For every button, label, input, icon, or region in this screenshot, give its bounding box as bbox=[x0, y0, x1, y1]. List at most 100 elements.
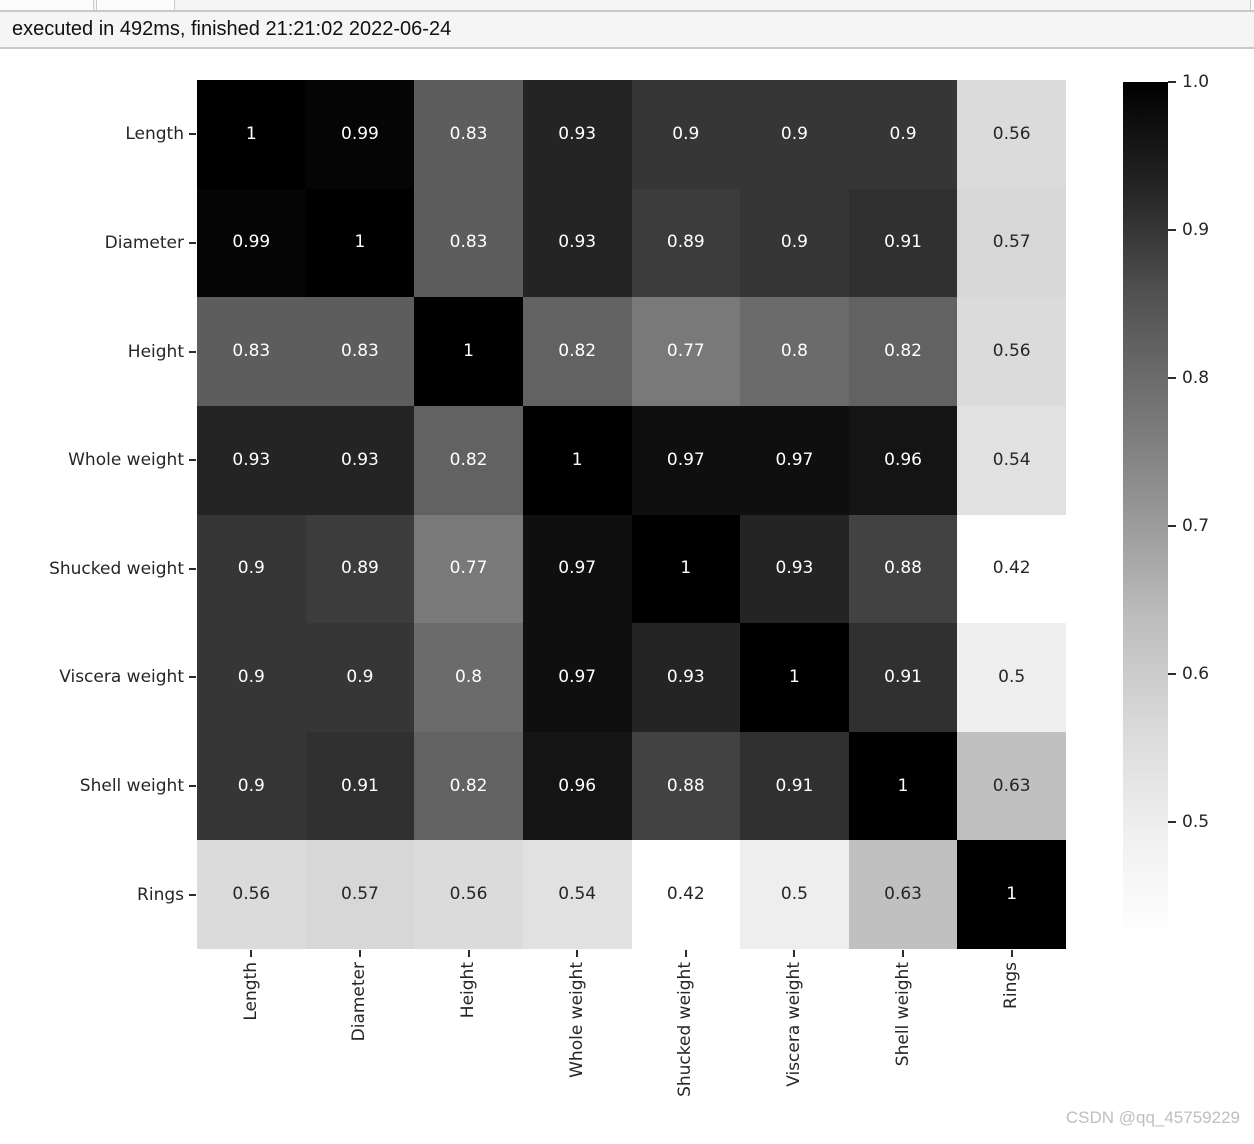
heatmap-cell: 0.96 bbox=[522, 731, 632, 841]
heatmap-cell: 0.91 bbox=[848, 188, 958, 298]
heatmap-cell: 0.9 bbox=[197, 514, 306, 624]
heatmap-cell: 0.97 bbox=[740, 405, 849, 515]
colorbar-tick-label: 0.6 bbox=[1182, 663, 1210, 684]
heatmap-cell: 0.97 bbox=[522, 514, 632, 624]
heatmap-cell: 0.9 bbox=[740, 188, 849, 298]
heatmap-cell: 0.97 bbox=[631, 405, 741, 515]
colorbar-tick-label: 0.7 bbox=[1182, 515, 1210, 536]
colorbar-tick-mark bbox=[1168, 228, 1176, 231]
heatmap-cell: 0.54 bbox=[522, 840, 632, 949]
heatmap-cell: 0.93 bbox=[305, 405, 415, 515]
heatmap-cell: 0.56 bbox=[414, 840, 523, 949]
heatmap-cell: 0.8 bbox=[740, 297, 849, 406]
heatmap-cell: 1 bbox=[414, 297, 523, 406]
x-tick-label: Height bbox=[458, 962, 479, 1019]
y-tick-mark bbox=[189, 567, 196, 570]
heatmap-cell: 0.9 bbox=[197, 623, 306, 732]
heatmap-cell: 0.91 bbox=[740, 731, 849, 841]
correlation-heatmap-figure: 1 0.99 0.83 0.93 0.9 0.9 0.9 0.56 0.99 1 0.83 0.93 0… bbox=[0, 49, 1254, 1109]
heatmap-cell: 0.56 bbox=[957, 80, 1066, 189]
colorbar-tick-label: 0.8 bbox=[1182, 367, 1210, 388]
y-tick-label: Shucked weight bbox=[49, 558, 184, 579]
heatmap-grid: 1 0.99 0.83 0.93 0.9 0.9 0.9 0.56 0.99 1 0.83 0.93 0… bbox=[197, 80, 1066, 949]
heatmap-cell: 0.83 bbox=[414, 188, 523, 298]
heatmap-cell: 1 bbox=[740, 623, 849, 732]
colorbar-tick-label: 0.5 bbox=[1182, 811, 1210, 832]
y-tick-mark bbox=[189, 676, 196, 679]
y-tick-label: Rings bbox=[137, 884, 184, 905]
heatmap-cell: 0.57 bbox=[305, 840, 415, 949]
execution-status-bar: executed in 492ms, finished 21:21:02 202… bbox=[0, 10, 1254, 49]
heatmap-cell: 0.77 bbox=[414, 514, 523, 624]
heatmap-cell: 0.93 bbox=[522, 188, 632, 298]
heatmap-cell: 0.8 bbox=[414, 623, 523, 732]
csdn-watermark: CSDN @qq_45759229 bbox=[1065, 1108, 1240, 1127]
x-tick-mark bbox=[467, 950, 470, 957]
heatmap-cell: 0.54 bbox=[957, 405, 1066, 515]
y-tick-label: Diameter bbox=[104, 232, 184, 253]
y-tick-label: Height bbox=[127, 341, 184, 362]
x-tick-mark bbox=[358, 950, 361, 957]
heatmap-cell: 0.57 bbox=[957, 188, 1066, 298]
heatmap-cell: 0.42 bbox=[631, 840, 741, 949]
x-tick-label: Diameter bbox=[349, 962, 370, 1042]
heatmap-cell: 0.42 bbox=[957, 514, 1066, 624]
heatmap-cell: 1 bbox=[197, 80, 306, 189]
heatmap-cell: 0.63 bbox=[848, 840, 958, 949]
heatmap-cell: 1 bbox=[522, 405, 632, 515]
heatmap-cell: 0.77 bbox=[631, 297, 741, 406]
colorbar-tick-label: 1.0 bbox=[1182, 72, 1210, 92]
x-tick-label: Shucked weight bbox=[675, 962, 696, 1097]
toolbar-fragment-left bbox=[0, 0, 94, 10]
heatmap-cell: 0.96 bbox=[848, 405, 958, 515]
heatmap-cell: 0.56 bbox=[957, 297, 1066, 406]
x-tick-mark bbox=[902, 950, 905, 957]
heatmap-cell: 0.93 bbox=[740, 514, 849, 624]
toolbar-fragment-right bbox=[96, 0, 175, 10]
heatmap-cell: 0.83 bbox=[414, 80, 523, 189]
x-tick-mark bbox=[250, 950, 253, 957]
heatmap-cell: 1 bbox=[631, 514, 741, 624]
x-tick-label: Viscera weight bbox=[783, 962, 804, 1087]
heatmap-cell: 0.99 bbox=[197, 188, 306, 298]
heatmap-cell: 0.99 bbox=[305, 80, 415, 189]
heatmap-cell: 0.88 bbox=[848, 514, 958, 624]
x-tick-mark bbox=[1010, 950, 1013, 957]
heatmap-cell: 0.89 bbox=[631, 188, 741, 298]
heatmap-cell: 0.9 bbox=[848, 80, 958, 189]
heatmap-cell: 0.82 bbox=[522, 297, 632, 406]
heatmap-cell: 0.82 bbox=[414, 405, 523, 515]
heatmap-cell: 0.9 bbox=[631, 80, 741, 189]
x-tick-label: Whole weight bbox=[566, 962, 587, 1078]
heatmap-cell: 0.89 bbox=[305, 514, 415, 624]
y-tick-label: Length bbox=[125, 124, 184, 145]
y-tick-mark bbox=[189, 893, 196, 896]
x-tick-mark bbox=[684, 950, 687, 957]
execution-status-text: executed in 492ms, finished 21:21:02 202… bbox=[12, 18, 452, 40]
heatmap-cell: 0.93 bbox=[197, 405, 306, 515]
heatmap-cell: 0.5 bbox=[957, 623, 1066, 732]
y-tick-label: Shell weight bbox=[79, 776, 184, 797]
heatmap-cell: 0.97 bbox=[522, 623, 632, 732]
heatmap-cell: 1 bbox=[305, 188, 415, 298]
heatmap-cell: 1 bbox=[957, 840, 1066, 949]
colorbar bbox=[1123, 82, 1168, 940]
heatmap-cell: 0.91 bbox=[848, 623, 958, 732]
x-tick-label: Length bbox=[240, 962, 261, 1021]
heatmap-cell: 0.5 bbox=[740, 840, 849, 949]
heatmap-cell: 0.83 bbox=[305, 297, 415, 406]
colorbar-tick-mark bbox=[1168, 524, 1176, 527]
colorbar-gradient bbox=[1123, 82, 1168, 940]
colorbar-tick-mark bbox=[1168, 820, 1176, 823]
heatmap-cell: 0.82 bbox=[414, 731, 523, 841]
heatmap-cell: 1 bbox=[848, 731, 958, 841]
heatmap-cell: 0.93 bbox=[522, 80, 632, 189]
heatmap-cell: 0.63 bbox=[957, 731, 1066, 841]
toolbar-bottom-strip bbox=[0, 0, 1251, 10]
heatmap-cell: 0.93 bbox=[631, 623, 741, 732]
y-tick-label: Viscera weight bbox=[59, 667, 184, 688]
heatmap-cell: 0.9 bbox=[197, 731, 306, 841]
heatmap-cell: 0.83 bbox=[197, 297, 306, 406]
colorbar-tick-mark bbox=[1168, 376, 1176, 379]
